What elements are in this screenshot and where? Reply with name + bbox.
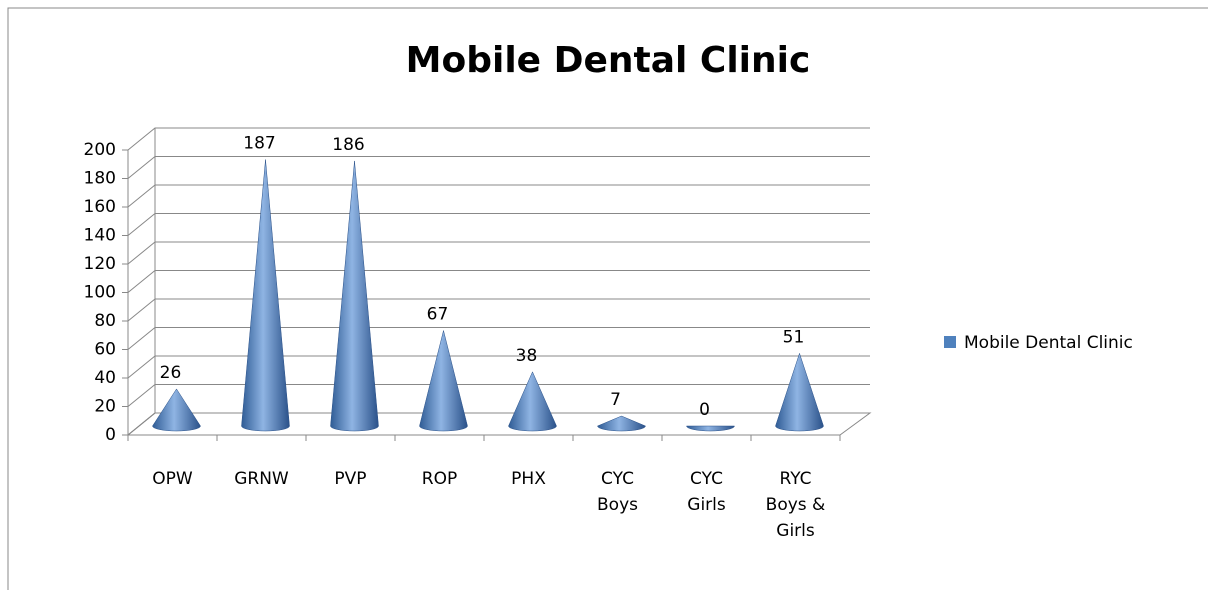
legend-label: Mobile Dental Clinic bbox=[964, 333, 1133, 353]
x-tick-label: PHX bbox=[511, 469, 546, 489]
cone bbox=[775, 352, 824, 432]
floor bbox=[127, 412, 872, 436]
chart-title: Mobile Dental Clinic bbox=[406, 40, 811, 81]
grid-line bbox=[127, 184, 870, 208]
cone bbox=[419, 330, 468, 432]
grid-line bbox=[127, 355, 870, 379]
data-label: 186 bbox=[332, 135, 364, 155]
x-tick-label: PVP bbox=[334, 469, 367, 489]
y-tick-label: 80 bbox=[94, 311, 116, 331]
data-label: 26 bbox=[160, 363, 182, 383]
cone bbox=[597, 415, 646, 432]
grid-line bbox=[127, 213, 870, 236]
cone bbox=[686, 425, 735, 432]
x-tick-label: GRNW bbox=[234, 469, 289, 489]
y-tick-label: 40 bbox=[94, 368, 116, 388]
y-tick-label: 200 bbox=[84, 140, 116, 160]
y-tick-label: 60 bbox=[94, 340, 116, 360]
y-tick-label: 100 bbox=[84, 283, 116, 303]
data-label: 38 bbox=[516, 346, 538, 366]
y-tick-label: 0 bbox=[105, 425, 116, 445]
data-label: 0 bbox=[699, 400, 710, 420]
x-tick-label: RYC Boys & Girls bbox=[765, 469, 826, 541]
y-tick-label: 20 bbox=[94, 397, 116, 417]
grid-line bbox=[127, 384, 870, 407]
grid-line bbox=[127, 298, 870, 322]
grid-line bbox=[127, 241, 870, 265]
data-label: 187 bbox=[243, 134, 275, 154]
data-label: 67 bbox=[427, 305, 449, 325]
legend-swatch bbox=[944, 336, 956, 348]
cone bbox=[330, 160, 379, 432]
chart-border bbox=[7, 7, 1208, 590]
x-tick-label: CYC Girls bbox=[687, 469, 726, 515]
grid-line bbox=[127, 156, 870, 179]
data-label: 7 bbox=[610, 390, 621, 410]
y-tick-label: 140 bbox=[84, 226, 116, 246]
cone bbox=[152, 388, 201, 432]
grid-line bbox=[127, 412, 870, 436]
cone bbox=[241, 159, 290, 432]
y-tick-label: 120 bbox=[84, 254, 116, 274]
grid-line bbox=[127, 327, 870, 350]
grid-line bbox=[127, 270, 870, 293]
x-tick-label: ROP bbox=[421, 469, 458, 489]
y-tick-label: 160 bbox=[84, 197, 116, 217]
data-label: 51 bbox=[783, 327, 805, 347]
x-tick-label: CYC Boys bbox=[597, 469, 638, 515]
cone bbox=[508, 371, 557, 432]
grid-line bbox=[127, 127, 870, 151]
x-tick-label: OPW bbox=[152, 469, 193, 489]
y-tick-label: 180 bbox=[84, 169, 116, 189]
